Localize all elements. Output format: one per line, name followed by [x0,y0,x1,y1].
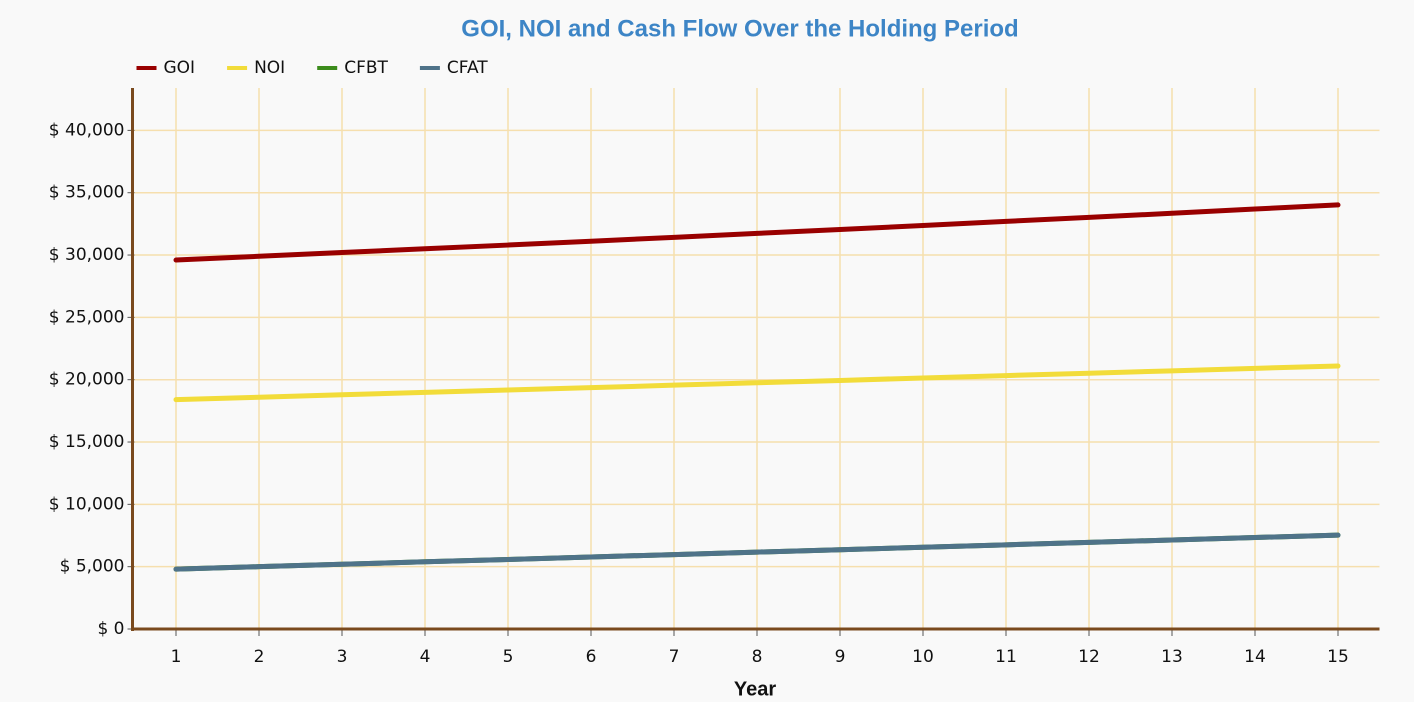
x-tick-label: 13 [1161,647,1183,667]
x-tick-label: 6 [586,647,597,667]
x-tick-label: 1 [171,647,182,667]
y-tick-label: $ 10,000 [49,494,125,514]
y-tick-label: $ 40,000 [49,120,125,140]
x-tick-label: 15 [1327,647,1349,667]
y-tick-label: $ 5,000 [60,557,125,577]
x-tick-label: 3 [337,647,348,667]
x-tick-label: 14 [1244,647,1266,667]
x-tick-label: 4 [420,647,431,667]
legend-label: NOI [254,58,285,78]
chart-title: GOI, NOI and Cash Flow Over the Holding … [461,15,1018,42]
x-tick-label: 10 [912,647,934,667]
legend-label: CFAT [447,58,488,78]
x-tick-label: 5 [503,647,514,667]
y-tick-label: $ 20,000 [49,370,125,390]
x-axis-label: Year [734,678,776,700]
y-tick-label: $ 25,000 [49,307,125,327]
x-tick-label: 7 [669,647,680,667]
x-tick-label: 11 [995,647,1017,667]
legend-label: CFBT [344,58,388,78]
legend-label: GOI [164,58,196,78]
series-line [173,202,1341,263]
y-tick-label: $ 35,000 [49,183,125,203]
y-tick-label: $ 0 [97,619,124,639]
x-tick-label: 9 [835,647,846,667]
x-tick-label: 2 [254,647,265,667]
x-tick-label: 12 [1078,647,1100,667]
x-tick-label: 8 [752,647,763,667]
y-tick-label: $ 15,000 [49,432,125,452]
series-line [173,363,1341,403]
y-tick-label: $ 30,000 [49,245,125,265]
series-line [173,532,1341,572]
